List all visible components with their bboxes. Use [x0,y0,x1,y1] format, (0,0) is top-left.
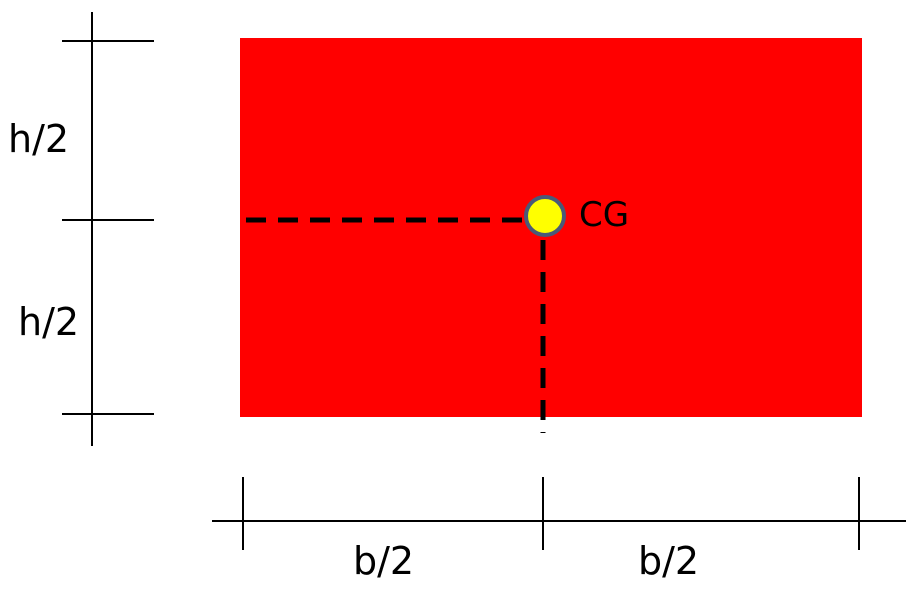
label-b-right: b/2 [638,539,699,583]
label-b-left: b/2 [353,539,414,583]
base-dimension [212,477,906,550]
centroid-marker [524,195,566,237]
label-h-upper: h/2 [8,117,69,161]
label-centroid: CG [579,195,629,235]
height-dimension [62,12,154,446]
label-h-lower: h/2 [18,300,79,344]
centroid-reference-lines [246,217,546,433]
